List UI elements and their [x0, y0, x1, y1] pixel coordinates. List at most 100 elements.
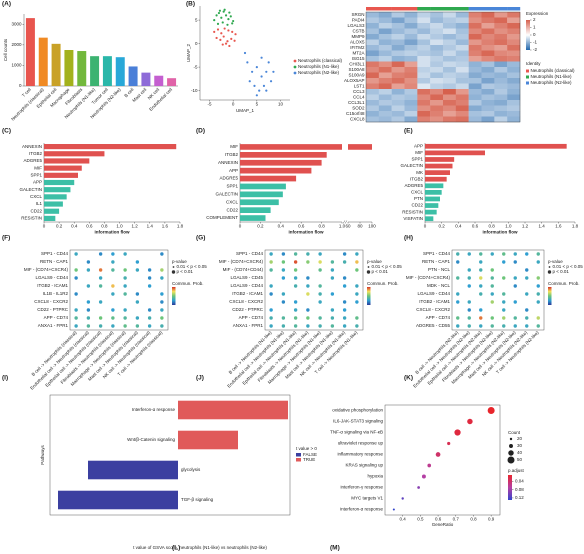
row-label: ANXA1 - FPR1 — [233, 323, 264, 328]
heat-cell — [378, 94, 392, 101]
heat-cell — [378, 83, 392, 90]
heat-cell — [366, 50, 380, 57]
heat-cell — [430, 94, 444, 101]
dot — [479, 324, 483, 328]
heat-cell — [366, 94, 380, 101]
bar — [102, 56, 112, 86]
heat-cell — [468, 34, 482, 40]
dot — [479, 268, 483, 272]
heat-cell — [366, 111, 380, 117]
x-tick-label: 1.8 — [572, 224, 579, 229]
heat-cell — [417, 105, 431, 112]
legend-tick-label: 0.04 — [515, 478, 524, 483]
bar — [25, 18, 35, 86]
category-label: ITGB2 — [410, 176, 424, 181]
bar — [425, 157, 455, 162]
dot — [293, 300, 298, 304]
heat-cell — [481, 83, 495, 90]
x-tick-label: B cell — [123, 87, 134, 98]
dot — [525, 292, 529, 296]
dot — [98, 268, 103, 272]
dot — [525, 324, 529, 328]
point — [260, 75, 263, 78]
dot — [536, 284, 540, 288]
point — [213, 19, 216, 22]
heat-cell — [443, 50, 457, 57]
dot — [293, 260, 298, 264]
heat-cell — [430, 105, 444, 112]
category-label: MIF — [34, 165, 42, 170]
x-tick-label: 1.2 — [522, 224, 529, 229]
x-tick-label: 0.6 — [472, 224, 479, 229]
heat-cell — [366, 72, 380, 79]
legend-label: Neutrophils (N2-like) — [298, 70, 340, 75]
dot — [281, 276, 286, 280]
legend-swatch — [526, 69, 529, 73]
heat-cell — [366, 23, 380, 29]
heat-cell — [507, 39, 521, 46]
gene-label: C15orf48 — [346, 111, 365, 116]
heat-cell — [443, 116, 457, 123]
gene-label: ALOX5AP — [344, 78, 365, 83]
heat-cell — [430, 23, 444, 29]
panel-label: (F) — [2, 235, 10, 242]
legend-swatch — [171, 270, 176, 274]
dot — [330, 292, 335, 296]
dot — [342, 276, 347, 280]
dot — [98, 252, 103, 256]
point — [255, 94, 258, 97]
legend-swatch — [296, 453, 301, 457]
heat-cell — [417, 72, 431, 79]
row-label: RETN - CAP1 — [422, 259, 451, 264]
bar — [240, 207, 271, 213]
row-label: LGALS9 - CD44 — [230, 283, 263, 288]
dot — [355, 284, 359, 288]
heat-cell — [366, 39, 380, 46]
dot — [479, 252, 483, 256]
bar — [51, 43, 61, 86]
dot — [454, 429, 461, 436]
heat-cell — [494, 56, 508, 62]
gene-label: ALOX5 — [350, 39, 365, 44]
point — [216, 22, 220, 25]
identity-bar — [404, 7, 418, 11]
dot — [135, 260, 140, 264]
point — [265, 70, 268, 73]
bar — [240, 191, 283, 198]
color-scale — [526, 20, 530, 50]
dot — [86, 284, 91, 288]
x-tick-label: 0.8 — [489, 224, 496, 229]
panel-label: (G) — [196, 235, 205, 242]
point — [224, 42, 228, 45]
heat-cell — [404, 23, 418, 29]
identity-bar — [443, 7, 457, 11]
legend-label: 0.01 < p < 0.05 — [372, 264, 403, 269]
identity-bar — [378, 7, 392, 11]
legend-swatch — [507, 456, 515, 464]
bar — [128, 66, 138, 86]
heat-cell — [430, 67, 444, 73]
category-label: TGF-β signaling — [181, 497, 214, 502]
bar — [44, 208, 60, 214]
dot — [490, 324, 494, 328]
dot — [160, 268, 164, 272]
identity-bar — [430, 7, 444, 11]
color-scale — [508, 475, 512, 500]
panel-label: (A) — [2, 1, 11, 8]
gene-label: LGALS3 — [347, 23, 365, 28]
bar — [425, 196, 440, 202]
dot — [355, 268, 359, 272]
category-label: ADGRE5 — [219, 176, 238, 181]
dot — [123, 316, 127, 320]
heat-cell — [455, 111, 469, 117]
dot — [74, 292, 78, 296]
category-label: ultraviolet response up — [338, 441, 384, 446]
x-tick-label: 1.6 — [162, 224, 169, 229]
point — [228, 11, 231, 14]
dot — [86, 316, 91, 320]
point — [255, 66, 258, 69]
legend-label: 40 — [517, 450, 523, 455]
dot — [479, 260, 483, 264]
axis-break — [342, 220, 346, 224]
heat-cell — [378, 72, 392, 79]
